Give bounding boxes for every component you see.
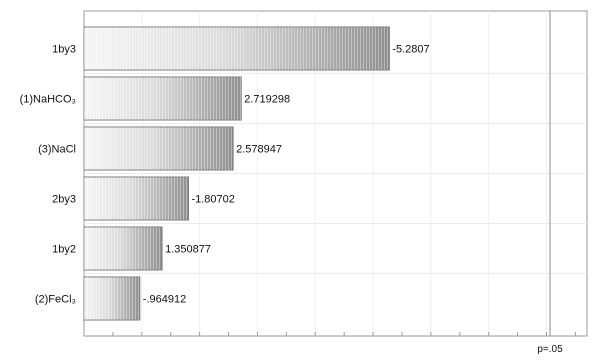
bar-texture (84, 277, 140, 320)
category-label: 1by3 (52, 44, 76, 56)
bars (83, 26, 390, 321)
value-label: 2.719298 (244, 94, 290, 106)
bar-texture (84, 177, 189, 220)
value-label: -1.80702 (191, 194, 234, 206)
category-label: (3)NaCl (38, 144, 76, 156)
value-label: 2.578947 (236, 144, 282, 156)
labels: 1by3 -5.2807 (1)NaHCO₃ 2.719298 (3)NaCl 2.578… (20, 44, 430, 306)
bar-texture (84, 27, 390, 70)
category-label: 2by3 (52, 194, 76, 206)
category-label: (2)FeCl₃ (35, 294, 76, 306)
x-axis-ticks (112, 332, 576, 336)
category-label: (1)NaHCO₃ (20, 94, 76, 106)
significance-line-label: p=.05 (537, 344, 563, 355)
category-label: 1by2 (52, 244, 76, 256)
bar-texture (84, 227, 163, 270)
bar-texture (84, 127, 234, 170)
value-label: -.964912 (143, 294, 186, 306)
bar-texture (84, 77, 242, 120)
value-label: 1.350877 (165, 244, 211, 256)
value-label: -5.2807 (392, 44, 429, 56)
